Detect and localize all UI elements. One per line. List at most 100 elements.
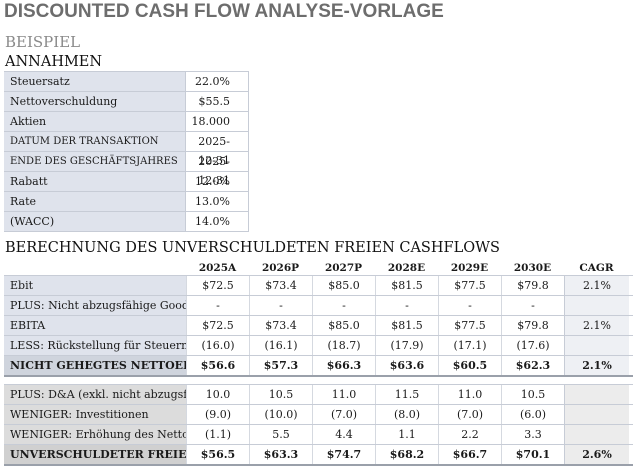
- assumption-row: ENDE DES GESCHÄFTSJAHRES 2025-12-31: [4, 152, 249, 187]
- table-cell[interactable]: $73.4: [249, 276, 312, 295]
- table-cell[interactable]: 10.5: [249, 385, 312, 404]
- assumption-label: DATUM DER TRANSAKTION: [4, 132, 185, 151]
- table-cell[interactable]: $73.4: [249, 316, 312, 335]
- table-cell[interactable]: 11.0: [438, 385, 501, 404]
- assumption-value[interactable]: $55.5: [185, 92, 249, 111]
- table-cell[interactable]: $62.3: [501, 356, 564, 375]
- table-cell[interactable]: 1.1: [375, 425, 438, 444]
- table-row: WENIGER: Erhöhung des Nettoumlaufvermöge…: [4, 425, 633, 445]
- table-cell[interactable]: $72.5: [186, 316, 249, 335]
- table-cell[interactable]: 2.2: [438, 425, 501, 444]
- table-cell[interactable]: -: [186, 296, 249, 315]
- cagr-cell[interactable]: [564, 336, 629, 355]
- table-cell[interactable]: 11.5: [375, 385, 438, 404]
- cashflow-table: 2025A 2026P 2027P 2028E 2029E 2030E CAGR…: [4, 261, 633, 466]
- assumption-label: Aktien: [4, 112, 185, 131]
- column-header: 2029E: [450, 262, 489, 274]
- table-cell[interactable]: (7.0): [312, 405, 375, 424]
- column-header: 2025A: [198, 262, 237, 274]
- table-cell[interactable]: 11.0: [312, 385, 375, 404]
- table-cell[interactable]: (7.0): [438, 405, 501, 424]
- table-cell[interactable]: $77.5: [438, 276, 501, 295]
- assumption-value[interactable]: 12.0%: [185, 172, 249, 191]
- assumption-value[interactable]: 2025-12-31: [185, 132, 249, 167]
- table-cell[interactable]: $66.7: [438, 445, 501, 464]
- table-cell[interactable]: (17.1): [438, 336, 501, 355]
- table-cell[interactable]: (6.0): [501, 405, 564, 424]
- assumption-value[interactable]: 13.0%: [185, 192, 249, 211]
- table-cell[interactable]: 10.0: [186, 385, 249, 404]
- assumption-value[interactable]: 14.0%: [185, 212, 249, 231]
- table-cell[interactable]: $77.5: [438, 316, 501, 335]
- table-cell[interactable]: $79.8: [501, 316, 564, 335]
- table-cell[interactable]: (9.0): [186, 405, 249, 424]
- cagr-cell[interactable]: 2.1%: [564, 316, 629, 335]
- table-cell[interactable]: -: [312, 296, 375, 315]
- cagr-cell[interactable]: [564, 296, 629, 315]
- table-row: EBITA $72.5 $73.4 $85.0 $81.5 $77.5 $79.…: [4, 316, 633, 336]
- assumption-label: Nettoverschuldung: [4, 92, 185, 111]
- assumptions-table: Steuersatz 22.0% Nettoverschuldung $55.5…: [4, 71, 249, 232]
- table-cell[interactable]: $56.5: [186, 445, 249, 464]
- table-cell[interactable]: 5.5: [249, 425, 312, 444]
- assumption-value[interactable]: 22.0%: [185, 72, 249, 91]
- cagr-cell[interactable]: [564, 425, 629, 444]
- table-cell[interactable]: 3.3: [501, 425, 564, 444]
- table-row: Ebit $72.5 $73.4 $85.0 $81.5 $77.5 $79.8…: [4, 275, 633, 296]
- assumption-row: (WACC) 14.0%: [4, 212, 249, 232]
- table-cell[interactable]: -: [375, 296, 438, 315]
- table-cell[interactable]: $85.0: [312, 276, 375, 295]
- table-cell[interactable]: $66.3: [312, 356, 375, 375]
- table-cell[interactable]: (17.6): [501, 336, 564, 355]
- table-cell[interactable]: $79.8: [501, 276, 564, 295]
- table-cell[interactable]: (1.1): [186, 425, 249, 444]
- assumption-row: Nettoverschuldung $55.5: [4, 92, 249, 112]
- table-cell[interactable]: $56.6: [186, 356, 249, 375]
- table-cell[interactable]: 10.5: [501, 385, 564, 404]
- cagr-cell[interactable]: 2.1%: [564, 276, 629, 295]
- page-subtitle: BEISPIEL: [5, 33, 81, 51]
- table-cell[interactable]: -: [501, 296, 564, 315]
- table-cell[interactable]: $63.6: [375, 356, 438, 375]
- table-row: UNVERSCHULDETER FREIER CASHFLOW $56.5 $6…: [4, 445, 633, 466]
- table-cell[interactable]: $72.5: [186, 276, 249, 295]
- table-row: LESS: Rückstellung für Steuern (16.0) (1…: [4, 336, 633, 356]
- table-cell[interactable]: (18.7): [312, 336, 375, 355]
- cashflow-heading: BERECHNUNG DES UNVERSCHULDETEN FREIEN CA…: [5, 240, 500, 256]
- cagr-cell[interactable]: [564, 405, 629, 424]
- assumption-label: Steuersatz: [4, 72, 185, 91]
- assumption-value[interactable]: 18.000: [185, 112, 249, 131]
- table-cell[interactable]: $85.0: [312, 316, 375, 335]
- table-cell[interactable]: $74.7: [312, 445, 375, 464]
- table-cell[interactable]: (16.0): [186, 336, 249, 355]
- row-label: WENIGER: Investitionen: [4, 405, 186, 424]
- table-cell[interactable]: (10.0): [249, 405, 312, 424]
- table-cell[interactable]: (8.0): [375, 405, 438, 424]
- assumption-row: DATUM DER TRANSAKTION 2025-12-31: [4, 132, 249, 167]
- assumption-row: Rate 13.0%: [4, 192, 249, 212]
- cagr-cell[interactable]: [564, 385, 629, 404]
- table-cell[interactable]: $63.3: [249, 445, 312, 464]
- row-label: WENIGER: Erhöhung des Nettoumlaufvermöge…: [4, 425, 186, 444]
- table-cell[interactable]: $81.5: [375, 276, 438, 295]
- assumption-label: Rabatt: [4, 172, 185, 191]
- table-cell[interactable]: $81.5: [375, 316, 438, 335]
- table-cell[interactable]: (17.9): [375, 336, 438, 355]
- cagr-cell[interactable]: 2.6%: [564, 445, 629, 464]
- assumption-row: Aktien 18.000: [4, 112, 249, 132]
- table-cell[interactable]: (16.1): [249, 336, 312, 355]
- cagr-cell[interactable]: 2.1%: [564, 356, 629, 375]
- table-cell[interactable]: -: [438, 296, 501, 315]
- table-cell[interactable]: $57.3: [249, 356, 312, 375]
- assumption-label: ENDE DES GESCHÄFTSJAHRES: [4, 152, 185, 171]
- table-cell[interactable]: -: [249, 296, 312, 315]
- row-label: Ebit: [4, 276, 186, 295]
- column-header: 2028E: [387, 262, 426, 274]
- table-cell[interactable]: $60.5: [438, 356, 501, 375]
- table-cell[interactable]: $70.1: [501, 445, 564, 464]
- row-label: PLUS: Nicht abzugsfähige Goodwill-Amorti…: [4, 296, 186, 315]
- table-cell[interactable]: $68.2: [375, 445, 438, 464]
- table-cell[interactable]: 4.4: [312, 425, 375, 444]
- assumption-value[interactable]: 2025-12-31: [185, 152, 249, 187]
- row-label: NICHT GEHEGTES NETTOEINKOMMEN: [4, 356, 186, 375]
